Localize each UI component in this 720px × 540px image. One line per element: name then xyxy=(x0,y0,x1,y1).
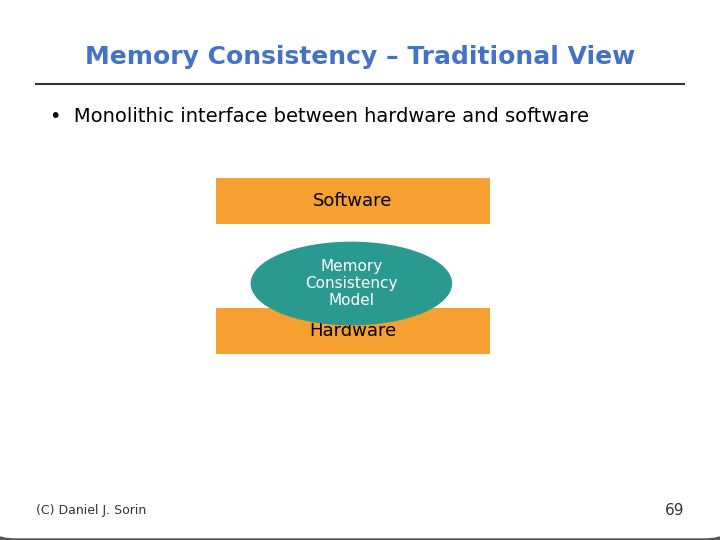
FancyBboxPatch shape xyxy=(216,178,490,224)
Text: Memory
Consistency
Model: Memory Consistency Model xyxy=(305,259,397,308)
Text: 69: 69 xyxy=(665,503,684,518)
Text: Software: Software xyxy=(313,192,392,210)
Text: (C) Daniel J. Sorin: (C) Daniel J. Sorin xyxy=(36,504,146,517)
Text: Hardware: Hardware xyxy=(309,322,397,340)
Ellipse shape xyxy=(251,241,452,325)
Text: Memory Consistency – Traditional View: Memory Consistency – Traditional View xyxy=(85,45,635,69)
Text: •  Monolithic interface between hardware and software: • Monolithic interface between hardware … xyxy=(50,106,590,126)
FancyBboxPatch shape xyxy=(216,308,490,354)
